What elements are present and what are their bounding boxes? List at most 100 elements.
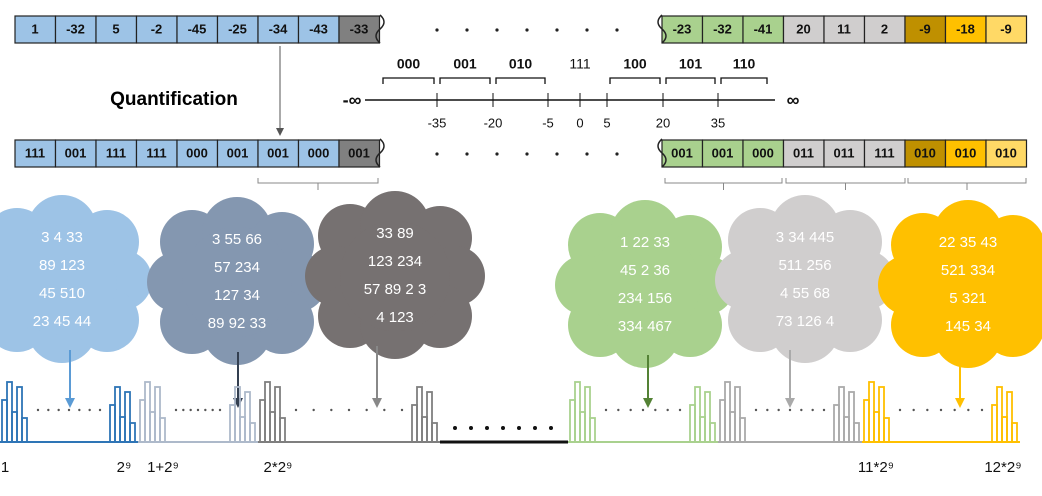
dot xyxy=(641,408,645,412)
cell xyxy=(661,15,704,44)
cell-text: 000 xyxy=(308,145,330,160)
cloud-text: 3 34 445 xyxy=(776,229,834,246)
bracket xyxy=(382,77,435,84)
hist-bar xyxy=(274,386,281,443)
cell-text: 000 xyxy=(752,145,774,160)
bracket xyxy=(257,178,379,190)
dot xyxy=(585,28,589,32)
dot xyxy=(525,152,529,156)
hist-bar xyxy=(431,422,438,443)
hist-bar xyxy=(234,386,241,443)
cell-text: 011 xyxy=(834,145,855,160)
cloud-text: 89 123 xyxy=(39,257,85,274)
code-label: 010 xyxy=(509,56,533,72)
cell xyxy=(95,139,138,168)
cell-text: 001 xyxy=(65,145,87,160)
cell-text: 001 xyxy=(671,145,693,160)
dot xyxy=(754,408,758,412)
x-label: 2*2⁹ xyxy=(264,459,293,476)
arrow-head xyxy=(785,398,795,408)
cell xyxy=(216,139,259,168)
cell-text: -2 xyxy=(151,21,163,36)
bracket xyxy=(907,178,1027,190)
dot xyxy=(517,426,521,430)
hist-bar xyxy=(129,422,136,443)
cell xyxy=(135,15,178,44)
tick-label: 20 xyxy=(656,115,670,130)
dot xyxy=(953,408,956,412)
break xyxy=(657,138,667,168)
cell-text: -25 xyxy=(228,21,247,36)
arrow-head xyxy=(372,398,382,408)
cell xyxy=(257,139,300,168)
x-label: 1+2⁹ xyxy=(147,459,179,476)
neg-inf: -∞ xyxy=(343,90,362,110)
dot xyxy=(939,408,943,412)
break xyxy=(375,14,385,44)
cloud-text: 1 22 33 xyxy=(620,234,670,251)
cloud-text: 3 55 66 xyxy=(212,231,262,248)
hist-bar xyxy=(883,417,890,443)
cell xyxy=(661,139,704,168)
cell-text: 2 xyxy=(881,21,888,36)
dot xyxy=(435,152,439,156)
cell-text: 001 xyxy=(712,145,734,160)
cell-text: 5 xyxy=(112,21,119,36)
cell-text: 001 xyxy=(348,145,370,160)
dot xyxy=(501,426,505,430)
cell xyxy=(701,139,744,168)
cell xyxy=(257,15,300,44)
cell xyxy=(742,15,785,44)
x-label: 2⁹ xyxy=(117,459,132,476)
cloud-text: 4 55 68 xyxy=(780,285,830,302)
cell xyxy=(338,139,381,168)
cell-text: 111 xyxy=(25,145,45,160)
cloud-text: 334 467 xyxy=(618,318,672,335)
dot xyxy=(435,28,439,32)
cell xyxy=(863,15,906,44)
cell-text: -32 xyxy=(713,21,732,36)
dot xyxy=(182,408,185,412)
cell-text: -9 xyxy=(919,21,931,36)
cloud-text: 127 34 xyxy=(214,287,260,304)
code-label: 110 xyxy=(733,56,756,72)
cell xyxy=(297,15,340,44)
cell-text: -33 xyxy=(350,21,369,36)
dot xyxy=(777,408,780,412)
code-label: 001 xyxy=(453,56,477,72)
dot xyxy=(585,152,589,156)
cell-text: 010 xyxy=(914,145,936,160)
cell-text: 001 xyxy=(267,145,289,160)
dot xyxy=(400,408,404,412)
arrow-head xyxy=(65,398,75,408)
dot xyxy=(469,426,473,430)
dot xyxy=(525,28,529,32)
hist-bar xyxy=(416,386,423,443)
hist-bar xyxy=(1011,422,1018,443)
hist-bar xyxy=(279,417,286,443)
hist-bar xyxy=(249,422,256,443)
cell xyxy=(95,15,138,44)
dot xyxy=(189,408,192,412)
cloud-text: 45 2 36 xyxy=(620,262,670,279)
cloud-text: 123 234 xyxy=(368,253,422,270)
hist-bar xyxy=(1006,391,1013,443)
cell-text: 111 xyxy=(106,145,126,160)
dot xyxy=(533,426,537,430)
bracket xyxy=(720,77,768,84)
hist-bar xyxy=(694,386,701,443)
tick-label: -35 xyxy=(428,115,447,130)
cloud-part xyxy=(340,221,450,331)
tick-label: 35 xyxy=(711,115,725,130)
cell-text: 010 xyxy=(995,145,1017,160)
cloud-part xyxy=(7,225,117,335)
quantification-label: Quantification xyxy=(110,89,238,110)
hist-bar xyxy=(159,417,166,443)
bracket xyxy=(439,77,491,84)
dot xyxy=(549,426,553,430)
hist-bar xyxy=(838,386,845,443)
cloud-text: 145 34 xyxy=(945,318,991,335)
cell xyxy=(216,15,259,44)
cell xyxy=(135,139,178,168)
dot xyxy=(174,408,178,412)
